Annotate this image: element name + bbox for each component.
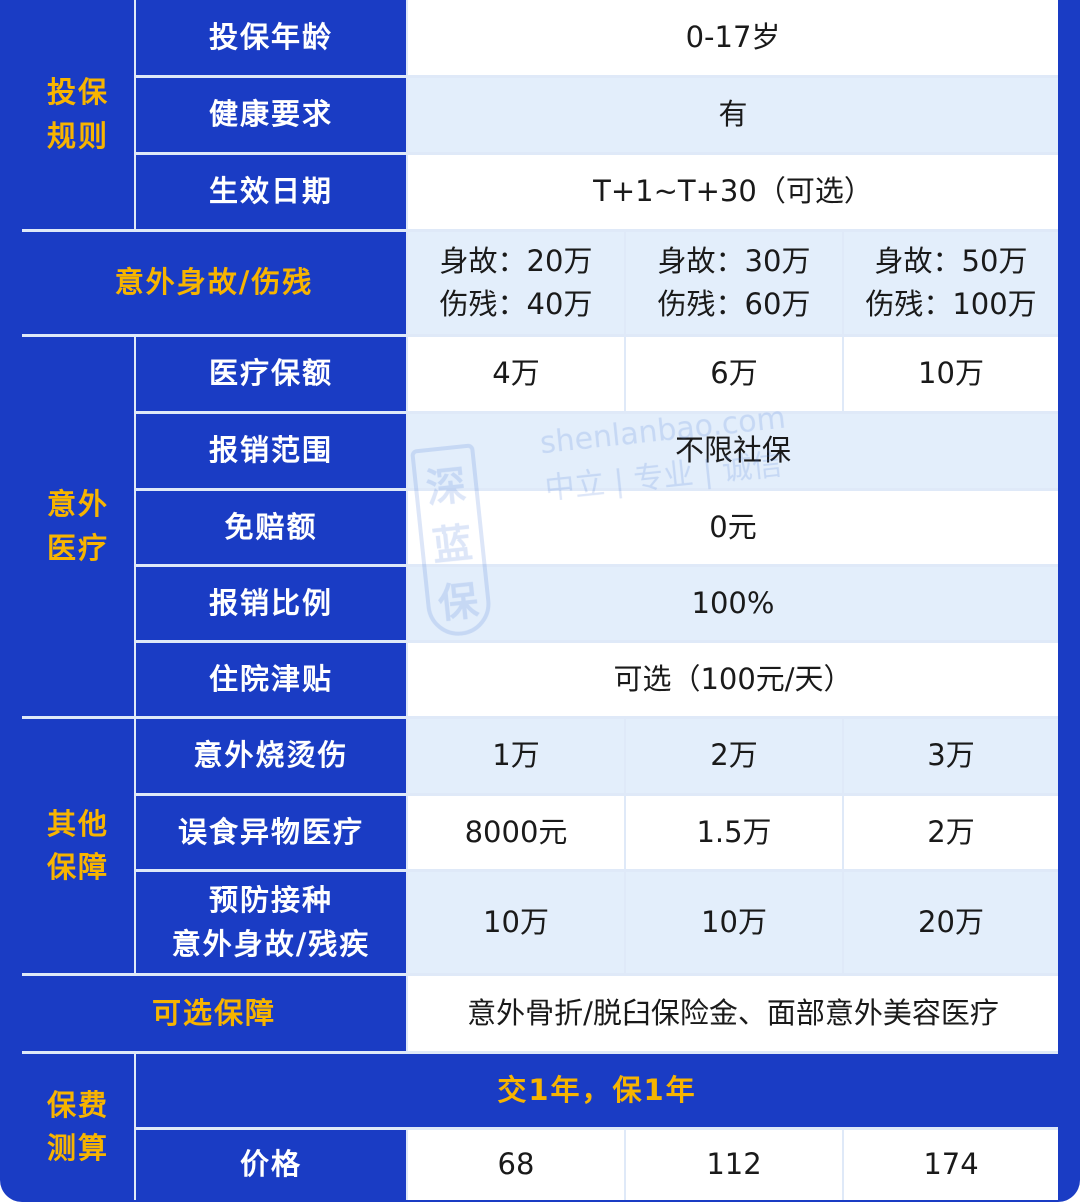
value-vaccine-1: 10万 [408,872,624,973]
disability-amount: 伤残：60万 [657,287,811,321]
value-effective: T+1~T+30（可选） [408,155,1058,229]
row-label-vaccine: 预防接种 意外身故/残疾 [136,872,406,973]
value-price-2: 112 [626,1130,842,1200]
value-medical-amount-3: 10万 [844,337,1058,411]
value-death-plan-1: 身故：20万 伤残：40万 [408,232,624,334]
group-rules: 投保 规则 [22,0,134,229]
row-label-burn: 意外烧烫伤 [136,719,406,793]
value-scope: 不限社保 [408,414,1058,488]
row-label-optional: 可选保障 [22,976,406,1051]
value-burn-1: 1万 [408,719,624,793]
insurance-comparison-table: 投保 规则 投保年龄 0-17岁 健康要求 有 生效日期 T+1~T+30（可选… [22,0,1058,1200]
row-label-price: 价格 [136,1130,406,1200]
row-label-health: 健康要求 [136,78,406,152]
value-death-plan-3: 身故：50万 伤残：100万 [844,232,1058,334]
term-header: 交1年，保1年 [136,1054,1058,1127]
value-optional: 意外骨折/脱臼保险金、面部意外美容医疗 [408,976,1058,1051]
row-label-medical-amount: 医疗保额 [136,337,406,411]
value-hospital: 可选（100元/天） [408,643,1058,716]
death-amount: 身故：30万 [657,243,811,278]
death-amount: 身故：50万 [874,243,1028,278]
value-medical-amount-1: 4万 [408,337,624,411]
value-burn-3: 3万 [844,719,1058,793]
value-ratio: 100% [408,567,1058,640]
value-ingestion-2: 1.5万 [626,796,842,869]
row-label-hospital: 住院津贴 [136,643,406,716]
row-label-deductible: 免赔额 [136,491,406,564]
value-deductible: 0元 [408,491,1058,564]
value-price-3: 174 [844,1130,1058,1200]
value-burn-2: 2万 [626,719,842,793]
death-amount: 身故：20万 [439,243,593,278]
value-death-plan-2: 身故：30万 伤残：60万 [626,232,842,334]
group-premium: 保费 测算 [22,1054,134,1200]
value-vaccine-2: 10万 [626,872,842,973]
row-label-scope: 报销范围 [136,414,406,488]
value-vaccine-3: 20万 [844,872,1058,973]
value-age: 0-17岁 [408,0,1058,75]
row-label-ingestion: 误食异物医疗 [136,796,406,869]
group-other: 其他 保障 [22,719,134,973]
value-ingestion-1: 8000元 [408,796,624,869]
disability-amount: 伤残：100万 [865,287,1037,321]
row-label-ratio: 报销比例 [136,567,406,640]
value-price-1: 68 [408,1130,624,1200]
value-ingestion-3: 2万 [844,796,1058,869]
disability-amount: 伤残：40万 [439,287,593,321]
row-label-age: 投保年龄 [136,0,406,75]
row-label-death: 意外身故/伤残 [22,232,406,334]
value-medical-amount-2: 6万 [626,337,842,411]
group-accident-medical: 意外 医疗 [22,337,134,716]
value-health: 有 [408,78,1058,152]
row-label-effective: 生效日期 [136,155,406,229]
